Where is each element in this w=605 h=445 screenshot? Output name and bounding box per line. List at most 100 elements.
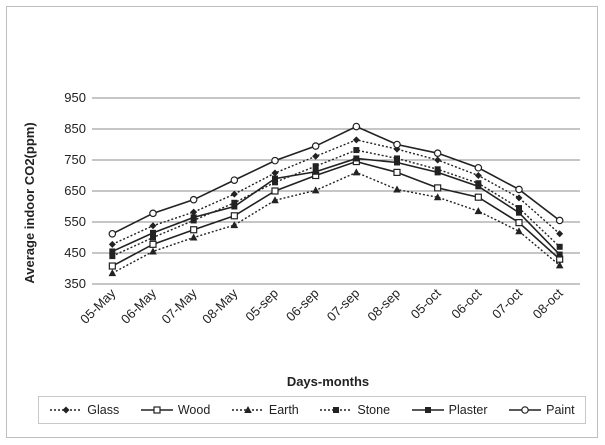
legend-item-glass: Glass (49, 403, 119, 417)
data-point-glass (434, 156, 442, 164)
data-point-plaster (516, 209, 522, 216)
y-tick-label: 650 (64, 183, 86, 198)
legend-swatch-wood (140, 406, 173, 414)
data-point-wood (190, 226, 198, 234)
data-point-plaster (434, 169, 441, 176)
data-point-glass (190, 208, 198, 216)
gridlines (92, 97, 580, 285)
data-point-wood (393, 168, 401, 176)
data-point-earth (271, 196, 279, 204)
legend: Glass Wood Earth Stone Plaster Paint (38, 396, 586, 424)
data-point-paint (474, 163, 483, 172)
legend-swatch-plaster (411, 407, 444, 413)
data-point-paint (352, 122, 361, 131)
data-point-glass (149, 222, 157, 230)
x-tick-label: 08-sep (364, 286, 403, 325)
legend-item-earth: Earth (231, 403, 299, 417)
series-stone (109, 147, 563, 260)
data-point-glass (271, 169, 279, 177)
data-point-stone (556, 243, 563, 250)
data-point-plaster (353, 155, 360, 162)
legend-swatch-marker (62, 406, 70, 414)
data-point-paint (515, 185, 523, 194)
y-tick-label: 850 (64, 121, 86, 136)
legend-item-plaster: Plaster (411, 403, 488, 417)
data-point-paint (189, 195, 198, 204)
data-point-glass (108, 240, 116, 248)
data-point-plaster (150, 229, 156, 236)
x-tick-label: 05-May (77, 285, 119, 327)
legend-swatch-marker (153, 406, 161, 414)
data-point-glass (474, 172, 482, 179)
legend-swatch-marker (333, 407, 340, 413)
data-point-stone (312, 163, 319, 170)
series-paint (108, 122, 564, 238)
legend-label: Earth (268, 403, 299, 417)
data-point-plaster (272, 175, 278, 182)
series-line-earth (112, 171, 561, 274)
series-group (108, 122, 564, 277)
data-point-wood (108, 262, 116, 270)
y-tick-label: 350 (64, 276, 86, 291)
y-tick-labels: 350 450 550 650 750 850 950 (64, 90, 86, 291)
x-tick-label: 07-oct (489, 285, 525, 321)
x-tick-label: 06-oct (448, 285, 484, 321)
x-tick-label: 08-May (199, 285, 241, 327)
x-tick-labels: 05-May 06-May 07-May 08-May 05-sep 06-sep 07-s… (77, 285, 566, 327)
y-tick-label: 950 (64, 90, 86, 105)
y-tick-label: 450 (64, 245, 86, 260)
data-point-plaster (312, 168, 319, 175)
x-tick-label: 05-sep (242, 286, 281, 325)
data-point-stone (272, 179, 278, 186)
data-point-plaster (556, 251, 563, 258)
data-point-stone (231, 199, 238, 206)
data-point-wood (515, 219, 523, 227)
data-point-glass (352, 136, 360, 144)
series-line-paint (111, 125, 561, 235)
legend-swatch-paint (509, 406, 542, 414)
series-wood (108, 157, 564, 270)
series-plaster (109, 155, 563, 258)
data-point-stone (434, 166, 441, 173)
x-tick-label: 07-May (159, 285, 201, 327)
data-point-glass (230, 190, 238, 198)
data-point-paint (271, 156, 279, 165)
data-point-earth (352, 168, 361, 176)
legend-label: Paint (546, 403, 575, 417)
data-point-earth (433, 193, 442, 201)
data-point-earth (230, 221, 239, 229)
data-point-earth (393, 185, 401, 193)
series-line-stone (112, 149, 561, 257)
data-point-wood (434, 184, 442, 192)
data-point-stone (109, 253, 116, 260)
series-line-plaster (112, 157, 561, 256)
y-axis-title: Average indoor CO2(ppm) (22, 122, 37, 283)
legend-item-wood: Wood (140, 403, 210, 417)
data-point-earth (108, 269, 117, 277)
data-point-paint (108, 229, 117, 238)
legend-label: Plaster (448, 403, 488, 417)
legend-swatch-marker (424, 407, 431, 413)
series-line-glass (112, 139, 561, 245)
series-glass (108, 136, 564, 248)
data-point-stone (475, 180, 482, 187)
data-point-earth (189, 233, 198, 241)
data-point-earth (311, 186, 320, 194)
data-point-plaster (475, 183, 482, 190)
x-tick-label: 07-sep (324, 286, 363, 325)
data-point-paint (230, 176, 239, 184)
y-tick-label: 550 (64, 214, 86, 229)
data-point-paint (149, 209, 157, 218)
data-point-glass (515, 194, 523, 202)
data-point-paint (311, 142, 320, 150)
legend-swatch-glass (50, 406, 83, 414)
y-tick-label: 750 (64, 152, 86, 167)
data-point-wood (271, 187, 279, 195)
legend-swatch-marker (244, 406, 252, 413)
data-point-stone (190, 217, 197, 224)
data-point-plaster (190, 214, 197, 221)
x-axis-title: Days-months (287, 374, 369, 389)
x-tick-label: 06-sep (283, 286, 322, 325)
series-earth (108, 168, 564, 277)
